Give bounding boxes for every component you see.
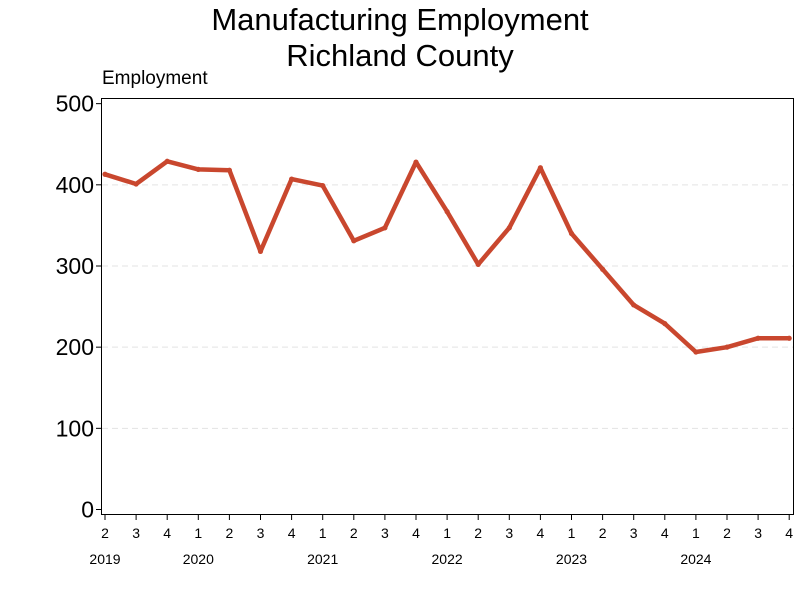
x-tick-label: 1 (568, 525, 576, 541)
x-tick-label: 1 (443, 525, 451, 541)
y-tick-label: 0 (81, 497, 94, 523)
x-tick-label: 4 (661, 525, 669, 541)
x-tick-label: 2 (101, 525, 109, 541)
data-point (600, 266, 606, 272)
data-point (257, 248, 264, 254)
x-year-label: 2023 (556, 551, 587, 567)
data-point (568, 230, 575, 237)
series-group (102, 158, 792, 355)
y-tick-label: 400 (56, 172, 94, 198)
x-year-label: 2019 (89, 551, 120, 567)
x-year-label: 2020 (183, 551, 214, 567)
y-tick-label: 200 (56, 334, 94, 360)
x-tick-label: 4 (288, 525, 296, 541)
x-tick-label: 1 (319, 525, 327, 541)
data-point (226, 167, 232, 173)
x-tick-label: 4 (785, 525, 793, 541)
x-tick-label: 4 (412, 525, 420, 541)
x-tick-label: 2 (226, 525, 234, 541)
data-point (320, 183, 326, 189)
data-point (382, 225, 388, 231)
data-point (755, 335, 761, 341)
data-point (693, 349, 699, 355)
plot-frame (101, 98, 794, 515)
data-point (786, 335, 792, 341)
x-tick-label: 3 (754, 525, 762, 541)
x-tick-label: 4 (163, 525, 171, 541)
data-point (724, 344, 730, 350)
y-tick-label: 100 (56, 415, 94, 441)
x-tick-label: 2 (723, 525, 731, 541)
data-point (506, 225, 512, 231)
y-tick-label: 500 (56, 91, 94, 117)
x-year-label: 2022 (432, 551, 463, 567)
x-tick-label: 1 (692, 525, 700, 541)
chart-title: Manufacturing Employment Richland County (0, 2, 800, 74)
x-year-label: 2021 (307, 551, 338, 567)
data-point (475, 261, 481, 267)
data-point (289, 176, 295, 182)
data-point (444, 209, 450, 215)
x-tick-label: 3 (505, 525, 513, 541)
x-tick-label: 3 (630, 525, 638, 541)
y-tick-label: 300 (56, 253, 94, 279)
x-tick-label: 1 (194, 525, 202, 541)
x-axis: 2 2019 3 4 1 2020 2 3 4 1 2021 2 3 4 1 2022 2 3 4 1 2023 2 3 4 1… (89, 514, 793, 567)
chart-subtitle: Richland County (286, 38, 514, 73)
x-tick-label: 4 (537, 525, 545, 541)
data-point (133, 181, 139, 187)
x-tick-label: 2 (599, 525, 607, 541)
chart-title-line: Manufacturing Employment (211, 2, 589, 37)
series-line (102, 159, 792, 355)
data-point (102, 171, 108, 177)
y-axis-label: Employment (102, 68, 208, 89)
x-tick-label: 2 (474, 525, 482, 541)
x-tick-label: 3 (132, 525, 140, 541)
data-point (662, 321, 668, 327)
data-point (631, 302, 637, 308)
x-tick-label: 3 (381, 525, 389, 541)
x-tick-label: 3 (257, 525, 265, 541)
gridlines (102, 184, 793, 429)
data-point (413, 159, 419, 165)
x-year-label: 2024 (680, 551, 711, 567)
data-point (351, 238, 357, 244)
y-axis: 0 100 200 300 400 500 (56, 91, 102, 523)
data-point (195, 166, 201, 172)
data-point (164, 158, 170, 164)
x-tick-label: 2 (350, 525, 358, 541)
data-point (537, 165, 544, 171)
